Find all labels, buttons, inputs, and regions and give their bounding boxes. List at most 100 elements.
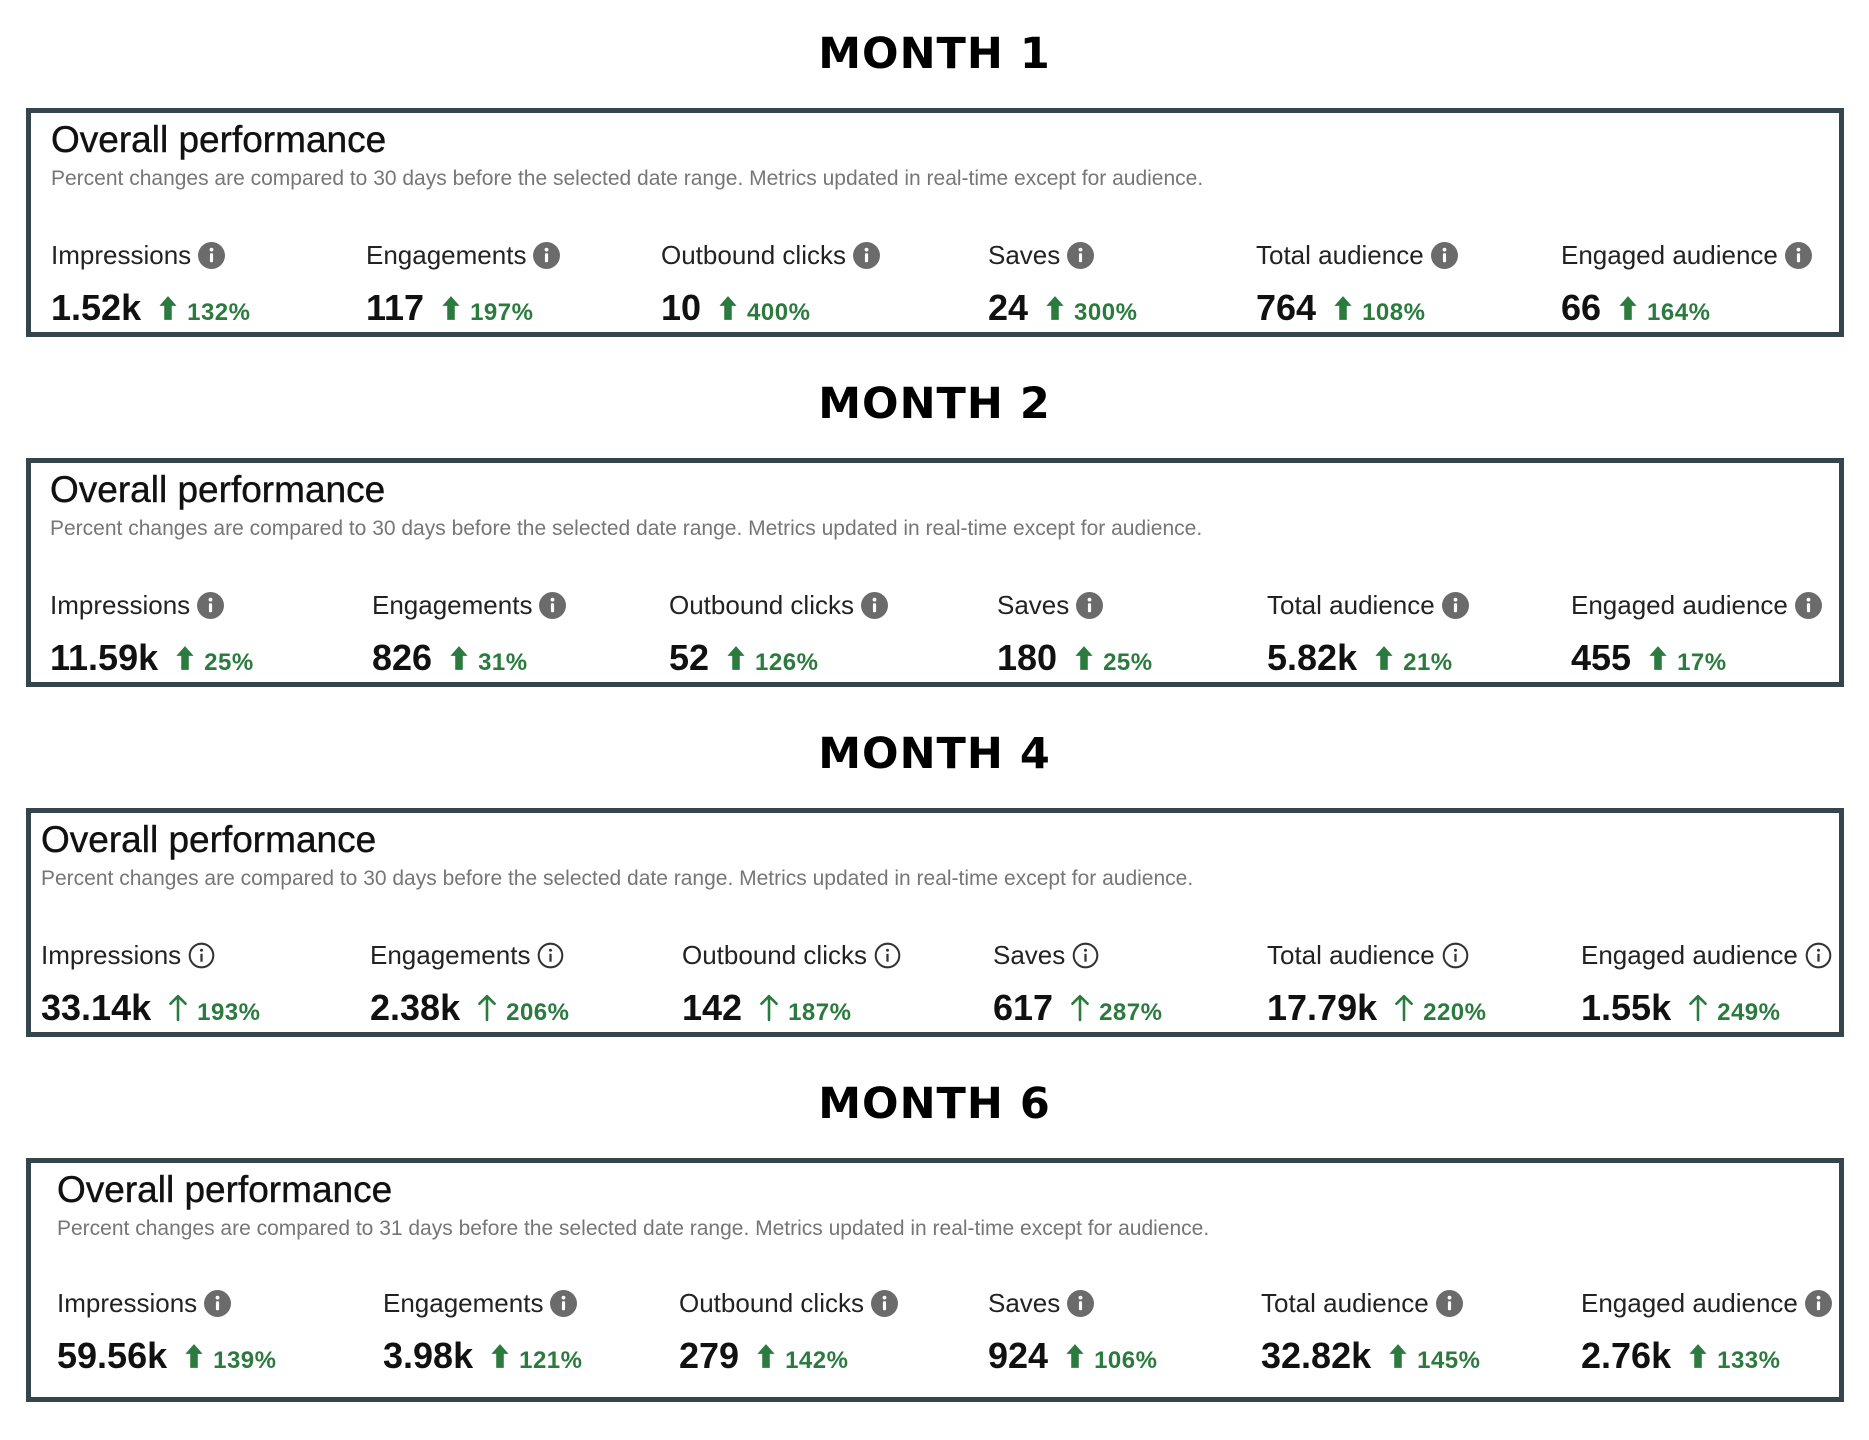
metric-change: 287% — [1099, 999, 1163, 1026]
month-heading: MONTH 6 — [818, 1079, 1051, 1129]
info-icon[interactable] — [860, 591, 888, 619]
metric-value: 617 — [993, 987, 1054, 1028]
info-icon[interactable] — [198, 241, 226, 269]
info-icon[interactable] — [1442, 942, 1469, 969]
metric-label: Engaged audience — [1581, 1287, 1798, 1318]
metric-change: 121% — [519, 1347, 583, 1374]
metric-change: 133% — [1717, 1347, 1781, 1374]
metric-engagements: Engagements 3.98k 121% — [383, 1285, 582, 1377]
metric-value: 2.38k — [370, 987, 461, 1028]
metric-value: 764 — [1256, 287, 1317, 328]
metric-label: Total audience — [1267, 939, 1435, 970]
metric-value: 455 — [1571, 637, 1632, 678]
metric-value: 3.98k — [383, 1335, 474, 1376]
metric-engagements: Engagements 117 197% — [366, 237, 561, 329]
metric-change: 17% — [1677, 649, 1727, 676]
info-icon[interactable] — [1784, 241, 1812, 269]
metric-change: 21% — [1403, 649, 1453, 676]
metric-value: 52 — [669, 637, 710, 678]
metric-change: 132% — [187, 299, 251, 326]
metric-label: Outbound clicks — [669, 589, 854, 620]
metric-value: 826 — [372, 637, 433, 678]
metric-value: 1.52k — [51, 287, 142, 328]
metric-label: Engagements — [370, 939, 531, 970]
info-icon[interactable] — [852, 241, 880, 269]
metric-change: 220% — [1423, 999, 1487, 1026]
metric-label: Outbound clicks — [682, 939, 867, 970]
metric-change: 126% — [755, 649, 819, 676]
metric-value: 33.14k — [41, 987, 152, 1028]
info-icon[interactable] — [1794, 591, 1822, 619]
metric-value: 17.79k — [1267, 987, 1378, 1028]
info-icon[interactable] — [1067, 241, 1095, 269]
info-icon[interactable] — [870, 1289, 898, 1317]
info-icon[interactable] — [1076, 591, 1104, 619]
info-icon[interactable] — [874, 942, 901, 969]
metric-value: 11.59k — [50, 637, 159, 678]
info-icon[interactable] — [1805, 942, 1832, 969]
arrow-up-icon — [450, 646, 468, 670]
metric-label: Engagements — [372, 589, 533, 620]
metric-impressions: Impressions 1.52k 132% — [51, 237, 250, 329]
performance-panel: Overall performance Percent changes are … — [26, 108, 1844, 337]
metric-value: 2.76k — [1581, 1335, 1672, 1376]
metric-change: 164% — [1647, 299, 1711, 326]
metric-change: 193% — [197, 999, 261, 1026]
info-icon[interactable] — [1067, 1289, 1095, 1317]
info-icon[interactable] — [188, 942, 215, 969]
metric-label: Saves — [993, 939, 1066, 970]
month-heading: MONTH 1 — [818, 29, 1051, 79]
arrow-up-icon — [1334, 296, 1352, 320]
metric-label: Outbound clicks — [679, 1287, 864, 1318]
info-icon[interactable] — [1804, 1289, 1832, 1317]
info-icon[interactable] — [533, 241, 561, 269]
panel-subtitle: Percent changes are compared to 30 days … — [50, 517, 1203, 540]
metric-engaged-audience: Engaged audience 1.55k 249% — [1581, 937, 1832, 1029]
metric-saves: Saves 24 300% — [988, 237, 1137, 329]
arrow-up-icon — [719, 296, 737, 320]
arrow-up-icon — [1649, 646, 1667, 670]
metric-total-audience: Total audience 764 108% — [1256, 237, 1458, 329]
metric-label: Total audience — [1261, 1287, 1429, 1318]
metric-value: 924 — [988, 1335, 1049, 1376]
metric-total-audience: Total audience 5.82k 21% — [1267, 587, 1469, 679]
info-icon[interactable] — [537, 942, 564, 969]
metric-impressions: Impressions 59.56k 139% — [57, 1285, 277, 1377]
metric-change: 108% — [1362, 299, 1426, 326]
metric-change: 249% — [1717, 999, 1781, 1026]
metric-change: 300% — [1074, 299, 1138, 326]
info-icon[interactable] — [1441, 591, 1469, 619]
info-icon[interactable] — [197, 591, 225, 619]
info-icon[interactable] — [1435, 1289, 1463, 1317]
month-heading: MONTH 2 — [818, 379, 1051, 429]
info-icon[interactable] — [1072, 942, 1099, 969]
metric-engaged-audience: Engaged audience 455 17% — [1571, 587, 1822, 679]
arrow-up-icon — [727, 646, 745, 670]
metric-saves: Saves 180 25% — [997, 587, 1153, 679]
metric-label: Outbound clicks — [661, 239, 846, 270]
info-icon[interactable] — [204, 1289, 232, 1317]
arrow-up-icon — [491, 1344, 509, 1368]
metric-change: 206% — [506, 999, 570, 1026]
metric-value: 32.82k — [1261, 1335, 1372, 1376]
panel-title: Overall performance — [50, 469, 386, 510]
metric-value: 1.55k — [1581, 987, 1672, 1028]
performance-panel: Overall performance Percent changes are … — [26, 808, 1844, 1037]
arrow-up-icon — [1066, 1344, 1084, 1368]
info-icon[interactable] — [550, 1289, 578, 1317]
metric-change: 187% — [788, 999, 852, 1026]
metric-outbound-clicks: Outbound clicks 10 400% — [661, 237, 880, 329]
arrow-up-icon — [176, 646, 194, 670]
metric-impressions: Impressions 33.14k 193% — [41, 937, 261, 1029]
metric-total-audience: Total audience 32.82k 145% — [1261, 1285, 1481, 1377]
performance-panel: Overall performance Percent changes are … — [26, 1158, 1844, 1402]
metric-label: Impressions — [51, 239, 192, 270]
metric-change: 25% — [204, 649, 254, 676]
info-icon[interactable] — [539, 591, 567, 619]
metric-label: Engagements — [383, 1287, 544, 1318]
arrow-up-icon — [442, 296, 460, 320]
metric-saves: Saves 924 106% — [988, 1285, 1157, 1377]
metric-impressions: Impressions 11.59k 25% — [50, 587, 254, 679]
arrow-up-icon — [478, 994, 496, 1022]
info-icon[interactable] — [1430, 241, 1458, 269]
